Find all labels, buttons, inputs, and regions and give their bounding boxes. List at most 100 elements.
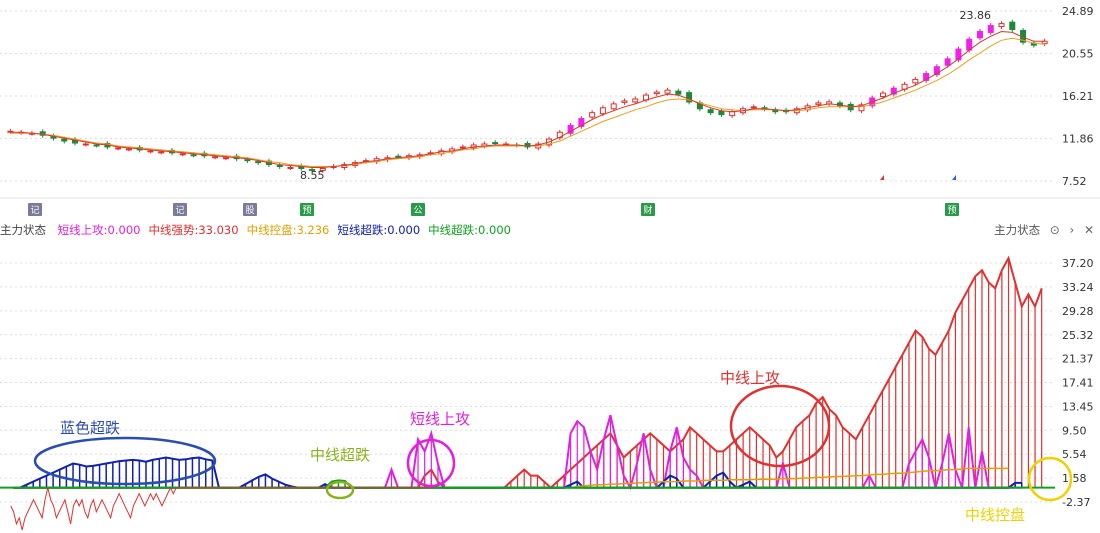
candle-body [492, 142, 499, 145]
预告-icon: 预 [300, 203, 314, 216]
arrow-marker-icon [952, 175, 956, 180]
candle-body [621, 100, 628, 103]
price-annotation-low: 8.55 [300, 169, 325, 182]
财报-icon: 财 [641, 203, 655, 216]
candle-body [632, 98, 639, 103]
candle-body [718, 110, 725, 116]
candle-body [729, 111, 736, 117]
candle-body [125, 148, 132, 151]
marker-label: 财 [643, 204, 652, 216]
candle-body [912, 78, 919, 84]
settings-icon[interactable]: ⊙ [1049, 223, 1060, 237]
more-icon[interactable]: › [1069, 223, 1075, 237]
candle-body [933, 66, 940, 76]
candle-body [890, 87, 897, 95]
price-y-tick: 24.89 [1062, 5, 1094, 18]
marker-box [945, 203, 959, 216]
marker-box [411, 203, 425, 216]
ind-y-tick: 21.37 [1062, 353, 1094, 366]
mid-strong-series [13, 255, 1043, 490]
candle-body [675, 90, 682, 95]
candle-body [707, 109, 714, 114]
candle-body [319, 167, 326, 171]
indicator-value-4: 中线超跌:0.000 [428, 223, 511, 237]
candle-body [653, 91, 660, 95]
ind-y-tick: 37.20 [1062, 257, 1094, 270]
candle-body [987, 25, 994, 33]
indicator-name: 主力状态 [0, 223, 46, 237]
ind-y-tick: 17.41 [1062, 377, 1094, 390]
candle-body [923, 73, 930, 81]
marker-label: 公 [413, 205, 422, 216]
candle-body [222, 157, 229, 160]
candle-body [93, 144, 100, 147]
indicator-chart[interactable]: 37.20 33.24 29.28 25.32 21.37 17.41 13.45 9.50 5… [0, 239, 1100, 533]
price-y-tick: 16.21 [1062, 90, 1094, 103]
ind-y-tick: 33.24 [1062, 281, 1094, 294]
price-chart[interactable]: 24.89 20.55 16.21 11.86 7.52 8.55 23.86 记 记 股 预 公 财 预 [0, 0, 1100, 221]
marker-label: 股 [245, 205, 254, 216]
记录-icon: 记 [28, 203, 42, 216]
indicator-header: 主力状态 短线上攻:0.000 中线强势:33.030 中线控盘:3.236 短线超跌… [0, 221, 1100, 239]
candle-body [179, 153, 186, 156]
indicator-controls: 主力状态 ⊙ › ✕ [994, 221, 1094, 239]
price-y-tick: 7.52 [1062, 175, 1087, 188]
candle-body [524, 143, 531, 148]
annotation-circle [33, 436, 217, 486]
candle-body [944, 58, 951, 66]
marker-box [173, 203, 187, 216]
ind-y-tick: 29.28 [1062, 305, 1094, 318]
price-annotation-high: 23.86 [960, 9, 992, 22]
预告-icon-2: 预 [945, 203, 959, 216]
candle-body [115, 147, 122, 150]
candle-body [976, 30, 983, 39]
candle-body [664, 89, 671, 94]
annotation-label: 短线上攻 [410, 410, 470, 428]
candle-body [1009, 21, 1016, 30]
candle-body [567, 124, 574, 134]
公告-icon: 公 [411, 203, 425, 216]
candle-body [287, 166, 294, 169]
price-y-tick: 11.86 [1062, 133, 1094, 146]
annotation-circle [325, 480, 355, 500]
close-icon[interactable]: ✕ [1083, 223, 1094, 237]
ind-y-tick: 25.32 [1062, 329, 1094, 342]
candle-body [7, 130, 14, 133]
candle-body [190, 154, 197, 157]
candle-body [82, 143, 89, 146]
indicator-value-3: 短线超跌:0.000 [337, 223, 421, 237]
annotation-label: 中线超跌 [310, 446, 370, 464]
candle-body [158, 151, 165, 154]
indicator-name-right[interactable]: 主力状态 [994, 223, 1041, 237]
candle-body [276, 165, 283, 168]
candle-body [858, 104, 865, 112]
negative-line [10, 486, 433, 531]
candle-body [147, 150, 154, 153]
price-y-tick: 20.55 [1062, 47, 1094, 60]
ind-y-tick: 9.50 [1062, 424, 1087, 437]
annotation-label: 蓝色超跌 [60, 419, 120, 437]
indicator-value-0: 短线上攻:0.000 [57, 223, 141, 237]
marker-box [243, 203, 257, 216]
记-icon: 记 [173, 203, 187, 216]
candle-body [61, 138, 68, 142]
annotation-label: 中线上攻 [720, 369, 780, 387]
candle-body [815, 102, 822, 105]
ind-y-tick: 13.45 [1062, 400, 1094, 413]
candle-body [255, 161, 262, 164]
candle-body [955, 48, 962, 61]
candle-body [459, 146, 466, 149]
candle-body [1041, 40, 1048, 45]
marker-box [641, 203, 655, 216]
indicator-value-1: 中线强势:33.030 [148, 223, 239, 237]
ind-y-tick: 5.54 [1062, 448, 1087, 461]
股东-icon: 股 [243, 203, 257, 216]
candle-body [309, 168, 316, 171]
annotation-circle [406, 438, 456, 488]
annotation-circle [729, 384, 831, 468]
ind-y-tick: -2.37 [1062, 496, 1090, 509]
marker-box [300, 203, 314, 216]
marker-label: 记 [175, 205, 184, 216]
candle-body [686, 92, 693, 103]
